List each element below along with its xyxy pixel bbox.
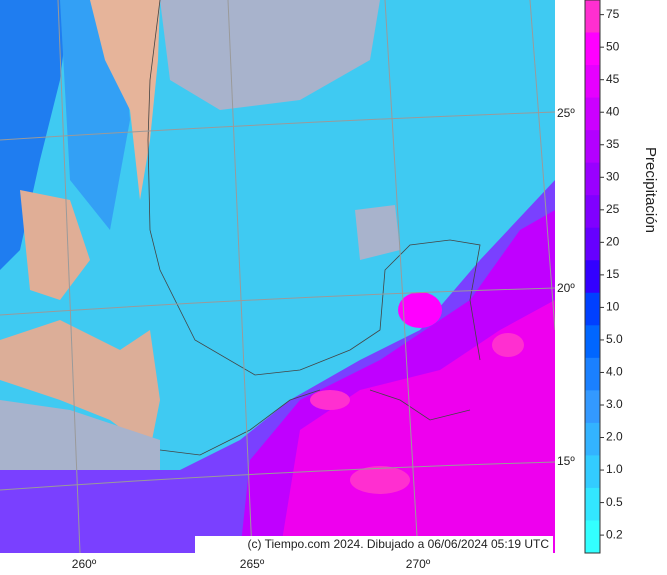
longitude-label: 260º — [72, 557, 97, 571]
longitude-line — [57, 0, 81, 553]
legend-swatch — [585, 455, 600, 489]
longitude-line — [384, 0, 419, 553]
land — [0, 320, 160, 450]
legend-swatch — [585, 390, 600, 424]
precip-blue — [0, 0, 70, 270]
precip-magenta — [398, 292, 442, 328]
coastline — [159, 389, 471, 456]
legend-label: 10 — [606, 300, 620, 314]
latitude-label: 20º — [557, 281, 575, 295]
legend-label: 25 — [606, 202, 620, 216]
legend-swatch — [585, 195, 600, 229]
latitude-label: 25º — [557, 106, 575, 120]
legend-swatch — [585, 325, 600, 359]
legend-label: 1.0 — [606, 462, 623, 476]
legend-label: 3.0 — [606, 397, 623, 411]
legend-label: 15 — [606, 267, 620, 281]
legend-label: 5.0 — [606, 332, 623, 346]
legend-title: Precipitación — [642, 147, 659, 233]
legend-label: 40 — [606, 104, 620, 118]
longitude-line — [529, 0, 555, 331]
legend-swatch — [585, 0, 600, 34]
latitude-line — [0, 287, 555, 316]
latitude-line — [0, 111, 555, 141]
precip-heavy — [310, 390, 350, 410]
legend-label: 0.2 — [606, 527, 623, 541]
longitude-label: 270º — [406, 557, 431, 571]
coastline — [147, 0, 481, 376]
legend-label: 4.0 — [606, 365, 623, 379]
legend-swatch — [585, 292, 600, 326]
legend-frame — [584, 0, 601, 554]
land — [20, 190, 90, 300]
land — [90, 0, 160, 200]
legend-label: 2.0 — [606, 430, 623, 444]
legend: 75 50 45 40 35 30 25 20 15 10 5.0 4.0 3.0 2.0 1.0 0.5 0.… — [584, 0, 623, 554]
legend-label: 35 — [606, 137, 620, 151]
longitude-label: 265º — [240, 557, 265, 571]
latitude-label: 15º — [557, 454, 575, 468]
precip-magenta — [280, 300, 555, 553]
legend-label: 45 — [606, 72, 620, 86]
legend-label: 20 — [606, 235, 620, 249]
gulf-clear — [160, 0, 380, 110]
legend-label: 0.5 — [606, 495, 623, 509]
gulf-clear — [355, 205, 400, 260]
legend-swatch — [585, 97, 600, 131]
credit-box — [195, 536, 553, 553]
legend-label: 50 — [606, 39, 620, 53]
legend-swatch — [585, 422, 600, 456]
legend-swatch — [585, 227, 600, 261]
legend-label: 30 — [606, 169, 620, 183]
credit: (c) Tiempo.com 2024. Dibujado a 06/06/20… — [247, 537, 549, 551]
map-area — [0, 0, 555, 553]
legend-swatch — [585, 357, 600, 391]
legend-swatch — [585, 162, 600, 196]
legend-label: 75 — [606, 7, 620, 21]
legend-swatch — [585, 520, 600, 554]
ocean-clear — [0, 400, 160, 470]
precip-heavy — [350, 466, 410, 494]
legend-swatch — [585, 130, 600, 164]
legend-swatch — [585, 32, 600, 66]
legend-swatch — [585, 260, 600, 294]
longitude-line — [227, 0, 253, 553]
legend-swatch — [585, 487, 600, 521]
precip-heavy — [492, 333, 524, 357]
legend-swatch — [585, 65, 600, 99]
